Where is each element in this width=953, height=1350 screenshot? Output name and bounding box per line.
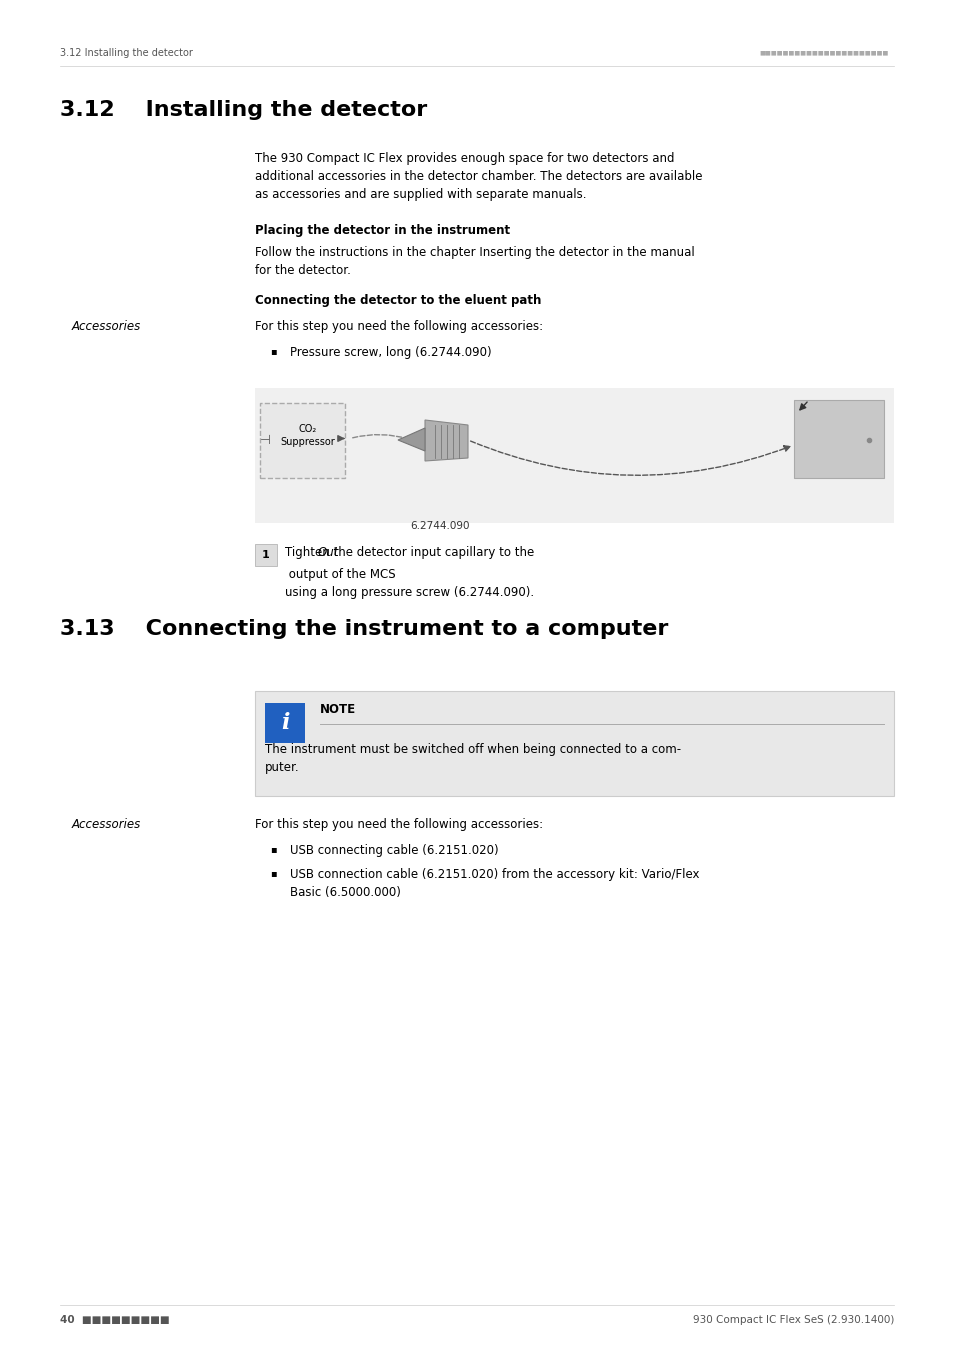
Polygon shape — [397, 428, 424, 451]
Text: 3.12 Installing the detector: 3.12 Installing the detector — [60, 49, 193, 58]
Text: Follow the instructions in the chapter Inserting the detector in the manual
for : Follow the instructions in the chapter I… — [254, 246, 694, 277]
Text: ■■■■■■■■■■■■■■■■■■■■■■: ■■■■■■■■■■■■■■■■■■■■■■ — [759, 50, 888, 55]
Text: For this step you need the following accessories:: For this step you need the following acc… — [254, 818, 542, 832]
Text: Accessories: Accessories — [71, 320, 141, 333]
Text: Connecting the detector to the eluent path: Connecting the detector to the eluent pa… — [254, 294, 540, 306]
Text: ▪: ▪ — [270, 844, 276, 855]
Text: Accessories: Accessories — [71, 818, 141, 832]
Text: CO₂
Suppressor: CO₂ Suppressor — [280, 424, 335, 447]
Text: 930 Compact IC Flex SeS (2.930.1400): 930 Compact IC Flex SeS (2.930.1400) — [692, 1315, 893, 1324]
Text: ▪: ▪ — [270, 346, 276, 356]
Text: 6.2744.090: 6.2744.090 — [410, 521, 469, 531]
FancyBboxPatch shape — [260, 404, 345, 478]
FancyBboxPatch shape — [265, 703, 305, 742]
Text: NOTE: NOTE — [319, 703, 355, 716]
Text: 1: 1 — [262, 549, 270, 559]
Text: 40  ■■■■■■■■■: 40 ■■■■■■■■■ — [60, 1315, 170, 1324]
Text: Tighten the detector input capillary to the: Tighten the detector input capillary to … — [285, 545, 537, 559]
Text: Pressure screw, long (6.2744.090): Pressure screw, long (6.2744.090) — [290, 346, 491, 359]
Text: USB connecting cable (6.2151.020): USB connecting cable (6.2151.020) — [290, 844, 498, 857]
Text: For this step you need the following accessories:: For this step you need the following acc… — [254, 320, 542, 333]
Text: ⊣: ⊣ — [260, 433, 271, 447]
Text: The instrument must be switched off when being connected to a com-
puter.: The instrument must be switched off when… — [265, 743, 680, 774]
Text: Out: Out — [317, 545, 338, 559]
Polygon shape — [424, 420, 468, 460]
FancyBboxPatch shape — [254, 387, 893, 522]
Text: 3.12    Installing the detector: 3.12 Installing the detector — [60, 100, 427, 120]
Text: USB connection cable (6.2151.020) from the accessory kit: Vario/Flex
Basic (6.50: USB connection cable (6.2151.020) from t… — [290, 868, 699, 899]
Text: ▪: ▪ — [270, 868, 276, 878]
Text: Placing the detector in the instrument: Placing the detector in the instrument — [254, 224, 510, 238]
Text: 3.13    Connecting the instrument to a computer: 3.13 Connecting the instrument to a comp… — [60, 620, 668, 639]
Text: output of the MCS
using a long pressure screw (6.2744.090).: output of the MCS using a long pressure … — [285, 568, 534, 599]
FancyBboxPatch shape — [254, 691, 893, 796]
Text: i: i — [280, 711, 289, 734]
FancyBboxPatch shape — [793, 400, 883, 478]
Text: The 930 Compact IC Flex provides enough space for two detectors and
additional a: The 930 Compact IC Flex provides enough … — [254, 153, 701, 201]
FancyBboxPatch shape — [254, 544, 276, 566]
